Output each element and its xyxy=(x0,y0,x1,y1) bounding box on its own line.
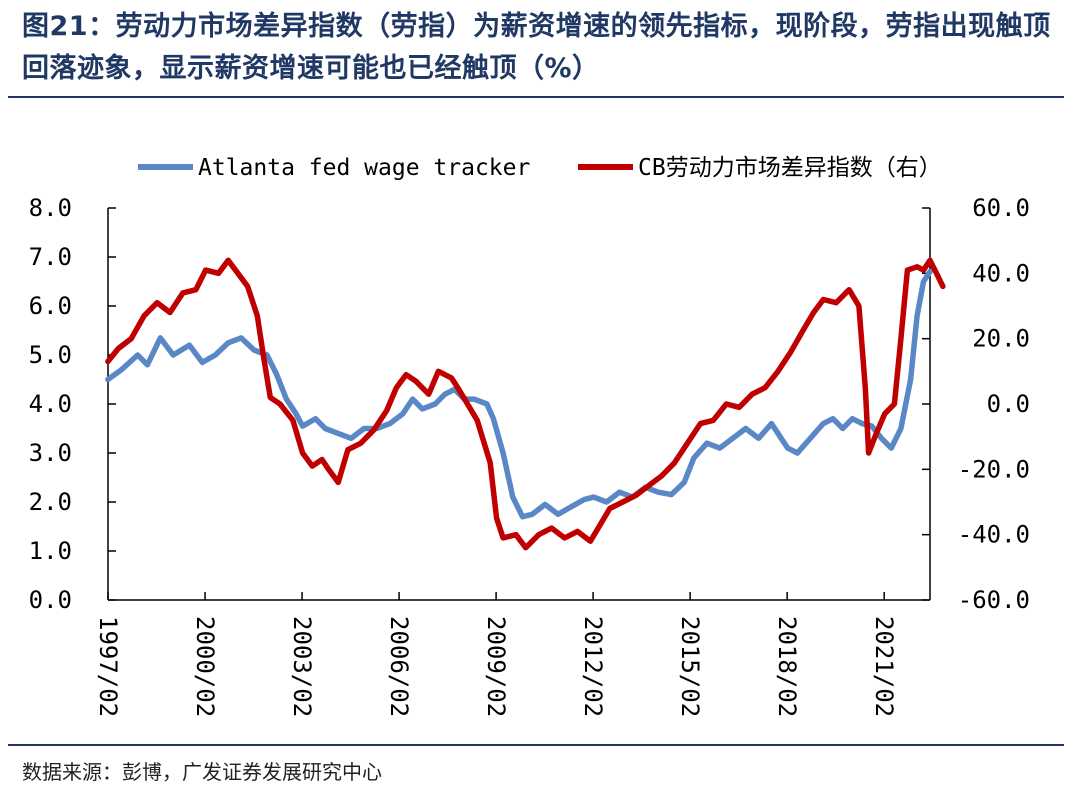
right-tick-label: -20.0 xyxy=(958,455,1030,483)
figure-title: 图21：劳动力市场差异指数（劳指）为薪资增速的领先指标，现阶段，劳指出现触顶回落… xyxy=(22,11,1051,84)
x-tick-label: 2012/02 xyxy=(579,616,607,717)
chart-legend: Atlanta fed wage tracker CB劳动力市场差异指数（右） xyxy=(138,155,942,181)
x-axis: 1997/02 2000/02 2003/02 2006/02 2009/02 2012/… xyxy=(94,592,898,717)
right-y-axis: -60.0 -40.0 -20.0 0.0 20.0 40.0 60.0 xyxy=(922,194,1030,614)
left-tick-label: 4.0 xyxy=(29,390,72,418)
x-tick-label: 2003/02 xyxy=(288,616,316,717)
left-tick-label: 8.0 xyxy=(29,194,72,222)
x-tick-label: 2018/02 xyxy=(773,616,801,717)
legend-labor-differential-label: CB劳动力市场差异指数（右） xyxy=(638,155,942,181)
right-tick-label: -40.0 xyxy=(958,521,1030,549)
left-tick-label: 7.0 xyxy=(29,243,72,271)
x-tick-label: 1997/02 xyxy=(94,616,122,717)
x-tick-label: 2021/02 xyxy=(870,616,898,717)
left-tick-label: 3.0 xyxy=(29,439,72,467)
right-tick-label: 60.0 xyxy=(972,194,1030,222)
right-tick-label: 40.0 xyxy=(972,259,1030,287)
right-tick-label: -60.0 xyxy=(958,586,1030,614)
line-chart: Atlanta fed wage tracker CB劳动力市场差异指数（右） 0… xyxy=(29,155,1030,717)
series-layer xyxy=(105,257,946,551)
left-tick-label: 2.0 xyxy=(29,488,72,516)
legend-wage-tracker-label: Atlanta fed wage tracker xyxy=(198,155,530,181)
left-tick-label: 0.0 xyxy=(29,586,72,614)
x-tick-label: 2000/02 xyxy=(191,616,219,717)
left-tick-label: 6.0 xyxy=(29,292,72,320)
wage-tracker-line xyxy=(105,268,933,520)
left-tick-label: 1.0 xyxy=(29,537,72,565)
left-tick-label: 5.0 xyxy=(29,341,72,369)
source-note: 数据来源：彭博，广发证券发展研究中心 xyxy=(22,760,382,784)
right-tick-label: 20.0 xyxy=(972,325,1030,353)
right-tick-label: 0.0 xyxy=(987,390,1030,418)
labor-differential-line xyxy=(105,257,946,551)
x-tick-label: 2006/02 xyxy=(385,616,413,717)
x-tick-label: 2009/02 xyxy=(482,616,510,717)
title-divider xyxy=(8,96,1064,98)
left-y-axis: 0.0 1.0 2.0 3.0 4.0 5.0 6.0 7.0 8.0 xyxy=(29,194,116,614)
source-divider xyxy=(8,744,1064,746)
x-tick-label: 2015/02 xyxy=(676,616,704,717)
